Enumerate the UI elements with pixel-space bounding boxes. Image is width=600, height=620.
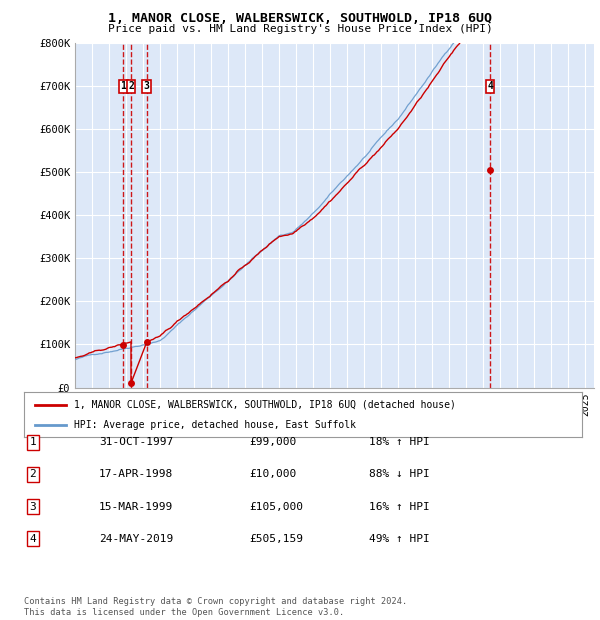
- Text: HPI: Average price, detached house, East Suffolk: HPI: Average price, detached house, East…: [74, 420, 356, 430]
- Text: 3: 3: [144, 81, 149, 91]
- Text: 1: 1: [120, 81, 126, 91]
- Text: £10,000: £10,000: [249, 469, 296, 479]
- Text: 88% ↓ HPI: 88% ↓ HPI: [369, 469, 430, 479]
- Text: 49% ↑ HPI: 49% ↑ HPI: [369, 534, 430, 544]
- Text: 2: 2: [128, 81, 134, 91]
- Text: 31-OCT-1997: 31-OCT-1997: [99, 437, 173, 447]
- Text: 3: 3: [29, 502, 37, 512]
- Text: 4: 4: [487, 81, 493, 91]
- Text: £99,000: £99,000: [249, 437, 296, 447]
- Text: 1, MANOR CLOSE, WALBERSWICK, SOUTHWOLD, IP18 6UQ: 1, MANOR CLOSE, WALBERSWICK, SOUTHWOLD, …: [108, 12, 492, 25]
- Text: Contains HM Land Registry data © Crown copyright and database right 2024.
This d: Contains HM Land Registry data © Crown c…: [24, 598, 407, 617]
- Text: 2: 2: [29, 469, 37, 479]
- Text: 1, MANOR CLOSE, WALBERSWICK, SOUTHWOLD, IP18 6UQ (detached house): 1, MANOR CLOSE, WALBERSWICK, SOUTHWOLD, …: [74, 399, 456, 410]
- Text: £505,159: £505,159: [249, 534, 303, 544]
- Text: £105,000: £105,000: [249, 502, 303, 512]
- Text: 24-MAY-2019: 24-MAY-2019: [99, 534, 173, 544]
- Text: 16% ↑ HPI: 16% ↑ HPI: [369, 502, 430, 512]
- Text: Price paid vs. HM Land Registry's House Price Index (HPI): Price paid vs. HM Land Registry's House …: [107, 24, 493, 33]
- Text: 15-MAR-1999: 15-MAR-1999: [99, 502, 173, 512]
- Text: 4: 4: [29, 534, 37, 544]
- Text: 18% ↑ HPI: 18% ↑ HPI: [369, 437, 430, 447]
- Text: 17-APR-1998: 17-APR-1998: [99, 469, 173, 479]
- Text: 1: 1: [29, 437, 37, 447]
